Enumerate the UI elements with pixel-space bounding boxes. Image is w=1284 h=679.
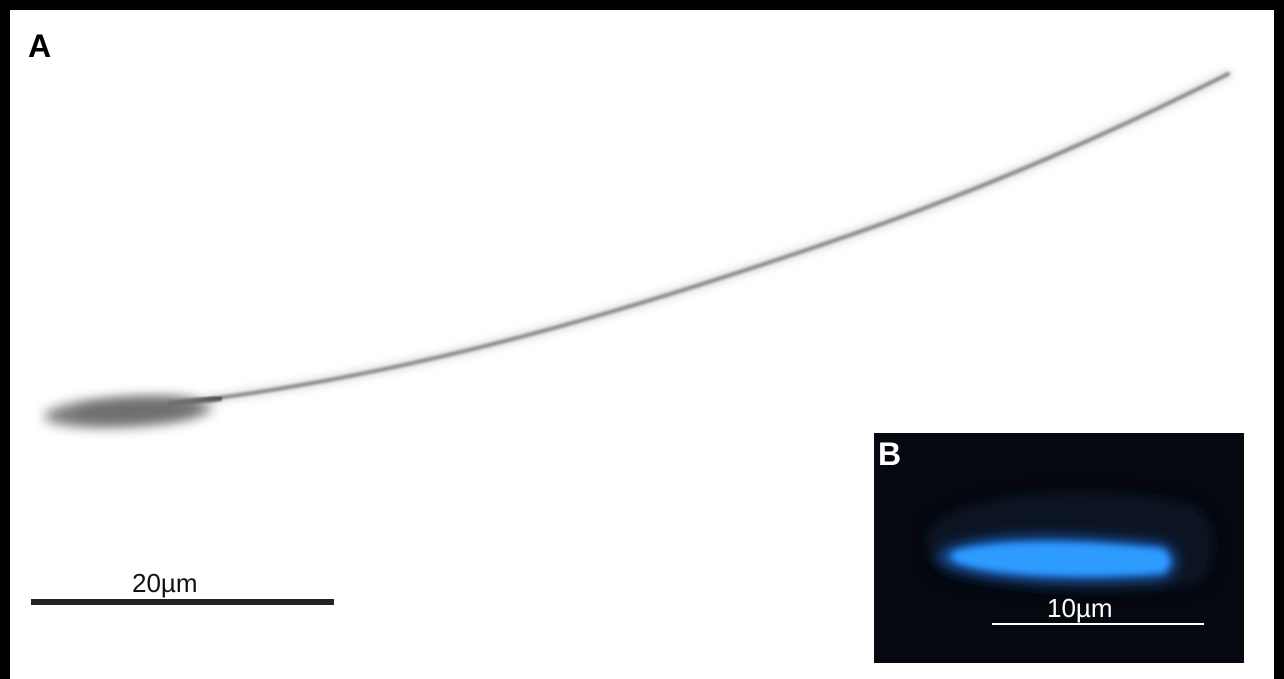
panel-b-scale-bar [992, 623, 1204, 625]
panel-b-label: B [878, 436, 902, 472]
panel-a-scale-bar-label: 20µm [132, 568, 198, 598]
panel-b-scale-bar-label: 10µm [1047, 593, 1113, 623]
nucleus-core [951, 542, 1170, 576]
panel-a-label: A [28, 28, 52, 64]
panel-b-inset: B 10µm [874, 433, 1244, 663]
figure-frame: A 20µm B 10µm [10, 10, 1274, 679]
panel-b-fluorescence-micrograph [926, 492, 1214, 592]
sperm-head-core [73, 400, 197, 420]
sperm-flagellum [208, 72, 1230, 401]
flagellum-halo [205, 69, 1233, 404]
panel-a-micrograph [44, 69, 1233, 428]
panel-a-scale-bar [31, 599, 334, 605]
